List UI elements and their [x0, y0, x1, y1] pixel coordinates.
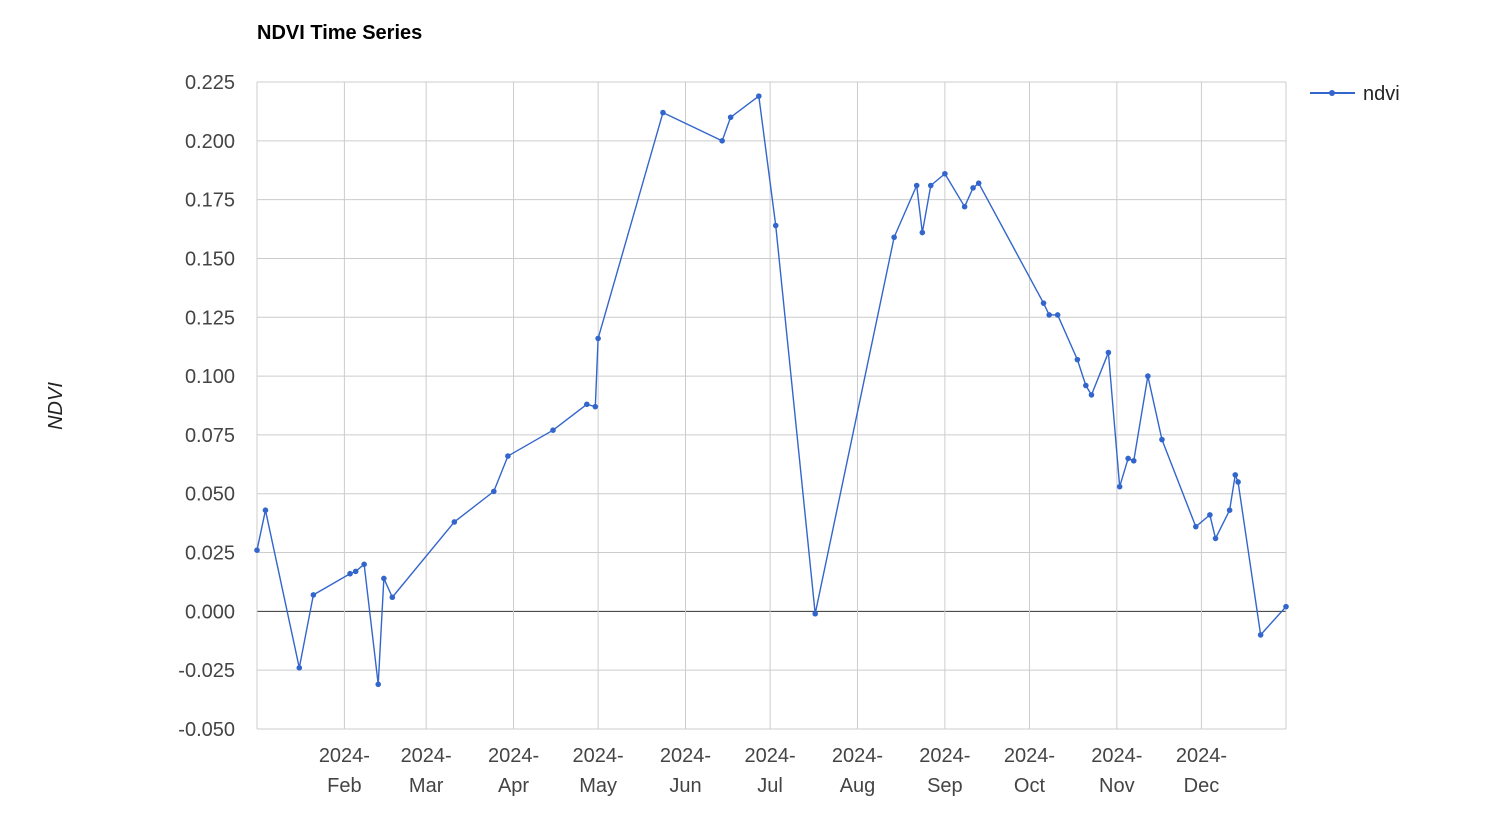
y-tick-label: 0.025 [185, 543, 235, 565]
data-point [1257, 632, 1264, 638]
data-point [975, 180, 982, 186]
data-point [927, 182, 934, 189]
x-tick-label: 2024- [401, 745, 452, 767]
data-point [913, 182, 920, 189]
data-point [296, 665, 303, 671]
legend-label-ndvi: ndvi [1363, 83, 1400, 105]
data-point [812, 610, 818, 617]
series-line-ndvi [256, 95, 1287, 685]
data-point [756, 93, 762, 99]
data-point [1054, 312, 1061, 318]
x-tick-label: Dec [1184, 775, 1220, 797]
x-tick-label: 2024- [832, 745, 883, 767]
series-layer [254, 93, 1289, 688]
data-point [310, 592, 317, 598]
y-tick-label: 0.125 [185, 307, 235, 329]
x-tick-label: 2024- [573, 745, 624, 767]
y-tick-label: 0.225 [185, 72, 235, 94]
legend: ndvi [1310, 83, 1400, 105]
data-point [347, 570, 353, 577]
x-tick-label: Nov [1099, 775, 1135, 797]
legend-marker-ndvi [1329, 90, 1335, 96]
data-point [1212, 535, 1219, 542]
data-point [550, 427, 556, 434]
x-tick-labels: 2024- Feb 2024- Mar 2024- Apr 2024- May 2024- Jun… [319, 745, 1227, 797]
x-tick-label: 2024- [488, 745, 539, 767]
y-tick-label: -0.025 [178, 660, 235, 682]
y-tick-labels: 0.225 0.200 0.175 0.150 0.125 0.100 0.075 0.050… [178, 72, 235, 741]
chart-title: NDVI Time Series [257, 22, 422, 44]
data-point [451, 519, 458, 525]
x-tick-label: 2024- [745, 745, 796, 767]
y-tick-label: 0.000 [185, 601, 235, 623]
x-tick-label: 2024- [1004, 745, 1055, 767]
data-point [919, 229, 926, 236]
data-point [1232, 472, 1239, 478]
data-point [719, 138, 725, 144]
data-point [389, 594, 396, 601]
data-point [592, 403, 599, 410]
x-tick-label: Aug [840, 775, 876, 797]
y-axis-label: NDVI [45, 382, 67, 430]
data-point [1159, 436, 1165, 443]
y-tick-label: 0.075 [185, 425, 235, 447]
data-point [660, 109, 666, 116]
data-point [1040, 300, 1047, 306]
data-point [352, 568, 359, 575]
data-point [1226, 507, 1233, 513]
x-tick-label: 2024- [919, 745, 970, 767]
x-tick-label: 2024- [319, 745, 370, 767]
x-tick-label: Jun [669, 775, 701, 797]
data-point [361, 561, 367, 568]
data-point [254, 547, 260, 553]
x-tick-label: 2024- [660, 745, 711, 767]
data-point [970, 185, 976, 191]
x-tick-label: Oct [1014, 775, 1046, 797]
data-point [942, 170, 948, 177]
x-tick-label: May [579, 775, 617, 797]
data-point [1088, 392, 1095, 398]
data-point [1105, 349, 1112, 356]
data-point [1083, 382, 1089, 389]
x-tick-label: Sep [927, 775, 963, 797]
y-tick-label: -0.050 [178, 719, 235, 741]
data-point [961, 203, 968, 210]
x-tick-label: Mar [409, 775, 444, 797]
x-tick-label: 2024- [1091, 745, 1142, 767]
y-tick-label: 0.175 [185, 190, 235, 212]
y-tick-label: 0.150 [185, 248, 235, 270]
data-point [584, 401, 590, 408]
data-point [505, 453, 511, 459]
y-tick-label: 0.050 [185, 484, 235, 506]
data-point [375, 681, 382, 688]
x-tick-label: Feb [327, 775, 361, 797]
grid-lines [256, 81, 1287, 730]
data-point [1130, 457, 1137, 464]
y-tick-label: 0.200 [185, 131, 235, 153]
data-point [1046, 312, 1052, 318]
data-point [491, 488, 497, 495]
data-point [262, 507, 269, 513]
x-tick-label: Apr [498, 775, 529, 797]
y-tick-label: 0.100 [185, 366, 235, 388]
x-tick-label: Jul [757, 775, 783, 797]
data-point [891, 234, 897, 241]
data-point [1207, 512, 1213, 518]
data-point [1125, 455, 1131, 462]
data-point [727, 114, 734, 121]
data-point [1283, 603, 1289, 610]
data-point [1074, 356, 1081, 363]
x-tick-label: 2024- [1176, 745, 1227, 767]
data-point [1116, 483, 1123, 490]
data-point [1192, 523, 1199, 530]
data-point [1145, 373, 1151, 379]
data-point [1235, 479, 1241, 485]
data-point [772, 222, 779, 229]
data-point [381, 575, 387, 582]
data-point [595, 335, 601, 342]
